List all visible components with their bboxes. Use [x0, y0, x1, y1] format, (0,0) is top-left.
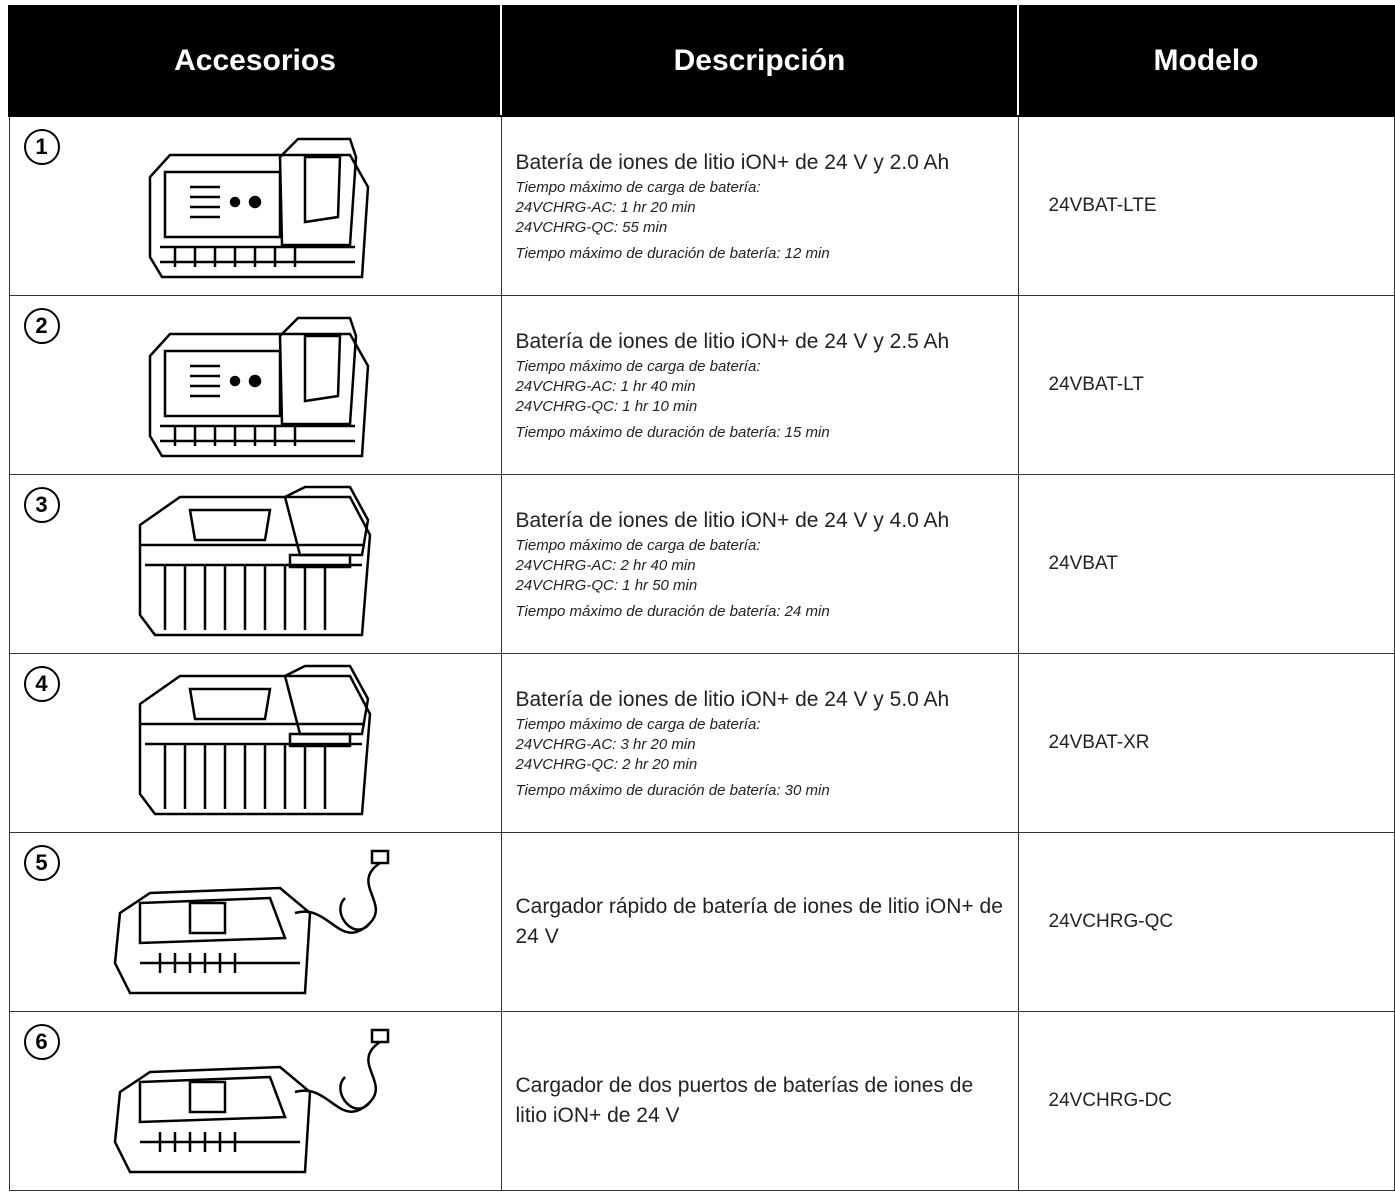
item-title: Batería de iones de litio iON+ de 24 V y…: [515, 330, 950, 353]
charge-time: 24VCHRG-AC: 2 hr 40 min: [515, 557, 696, 574]
battery-drawing: [148, 316, 369, 458]
model-cell: 24VBAT-LT: [1017, 295, 1395, 475]
item-number: 5: [23, 845, 60, 881]
battery-drawing: [148, 137, 369, 279]
description-cell: Batería de iones de litio iON+ de 24 V y…: [500, 295, 1019, 475]
table-row: 6 Cargador de dos puertos de baterías de…: [8, 1011, 1395, 1191]
runtime: Tiempo máximo de duración de batería: 15…: [515, 424, 830, 441]
header-cell: Accesorios: [8, 5, 502, 117]
table-row: 1 Batería de iones de litio iON+ de 24 V…: [8, 115, 1395, 296]
accessories-table: Accesorios Descripción Modelo 1 Batería …: [8, 5, 1395, 1191]
model-cell: 24VCHRG-DC: [1017, 1011, 1395, 1191]
charge-time: 24VCHRG-AC: 1 hr 40 min: [515, 378, 696, 395]
item-title: Cargador de dos puertos de baterías de i…: [515, 1074, 974, 1127]
item-image: [100, 1022, 400, 1182]
charge-label: Tiempo máximo de carga de batería:: [515, 537, 761, 554]
item-number: 3: [23, 487, 60, 523]
item-image: [100, 127, 400, 287]
charge-time: 24VCHRG-AC: 3 hr 20 min: [515, 736, 696, 753]
accessory-cell: 2: [8, 295, 502, 475]
charge-time: 24VCHRG-AC: 1 hr 20 min: [515, 199, 696, 216]
item-image: [100, 306, 400, 466]
description-cell: Cargador de dos puertos de baterías de i…: [500, 1011, 1019, 1191]
accessory-cell: 1: [8, 115, 502, 296]
model-cell: 24VBAT: [1017, 474, 1395, 654]
charge-time: 24VCHRG-QC: 1 hr 10 min: [515, 398, 698, 415]
model-cell: 24VBAT-LTE: [1017, 115, 1395, 296]
description-cell: Batería de iones de litio iON+ de 24 V y…: [500, 115, 1019, 296]
table-row: 3 Batería de iones de litio iON+ de 24 V…: [8, 474, 1395, 654]
item-number: 6: [23, 1024, 60, 1060]
item-image: [100, 843, 400, 1003]
charge-time: 24VCHRG-QC: 2 hr 20 min: [515, 756, 698, 773]
accessory-cell: 6: [8, 1011, 502, 1191]
description-cell: Batería de iones de litio iON+ de 24 V y…: [500, 653, 1019, 833]
battery-drawing: [138, 485, 371, 637]
item-number: 1: [23, 129, 60, 165]
header-cell: Descripción: [500, 5, 1019, 117]
item-title: Batería de iones de litio iON+ de 24 V y…: [515, 688, 950, 711]
description-cell: Cargador rápido de batería de iones de l…: [500, 832, 1019, 1012]
charge-label: Tiempo máximo de carga de batería:: [515, 179, 761, 196]
item-image: [100, 664, 400, 824]
table-row: 4 Batería de iones de litio iON+ de 24 V…: [8, 653, 1395, 833]
table-row: 5 Cargador rápido de batería de iones de…: [8, 832, 1395, 1012]
model-cell: 24VBAT-XR: [1017, 653, 1395, 833]
header-row: Accesorios Descripción Modelo: [8, 5, 1395, 117]
item-title: Batería de iones de litio iON+ de 24 V y…: [515, 509, 950, 532]
item-title: Cargador rápido de batería de iones de l…: [515, 895, 1003, 948]
charger-drawing: [113, 849, 389, 995]
runtime: Tiempo máximo de duración de batería: 24…: [515, 603, 830, 620]
accessory-cell: 4: [8, 653, 502, 833]
item-title: Batería de iones de litio iON+ de 24 V y…: [515, 151, 950, 174]
item-number: 4: [23, 666, 60, 702]
description-cell: Batería de iones de litio iON+ de 24 V y…: [500, 474, 1019, 654]
charge-time: 24VCHRG-QC: 1 hr 50 min: [515, 577, 698, 594]
table-row: 2 Batería de iones de litio iON+ de 24 V…: [8, 295, 1395, 475]
runtime: Tiempo máximo de duración de batería: 30…: [515, 782, 830, 799]
charge-time: 24VCHRG-QC: 55 min: [515, 219, 668, 236]
charger-drawing: [113, 1028, 389, 1174]
item-number: 2: [23, 308, 60, 344]
model-cell: 24VCHRG-QC: [1017, 832, 1395, 1012]
header-cell: Modelo: [1017, 5, 1395, 117]
runtime: Tiempo máximo de duración de batería: 12…: [515, 245, 830, 262]
battery-drawing: [138, 664, 371, 816]
item-image: [100, 485, 400, 645]
charge-label: Tiempo máximo de carga de batería:: [515, 358, 761, 375]
charge-label: Tiempo máximo de carga de batería:: [515, 716, 761, 733]
accessory-cell: 3: [8, 474, 502, 654]
accessory-cell: 5: [8, 832, 502, 1012]
